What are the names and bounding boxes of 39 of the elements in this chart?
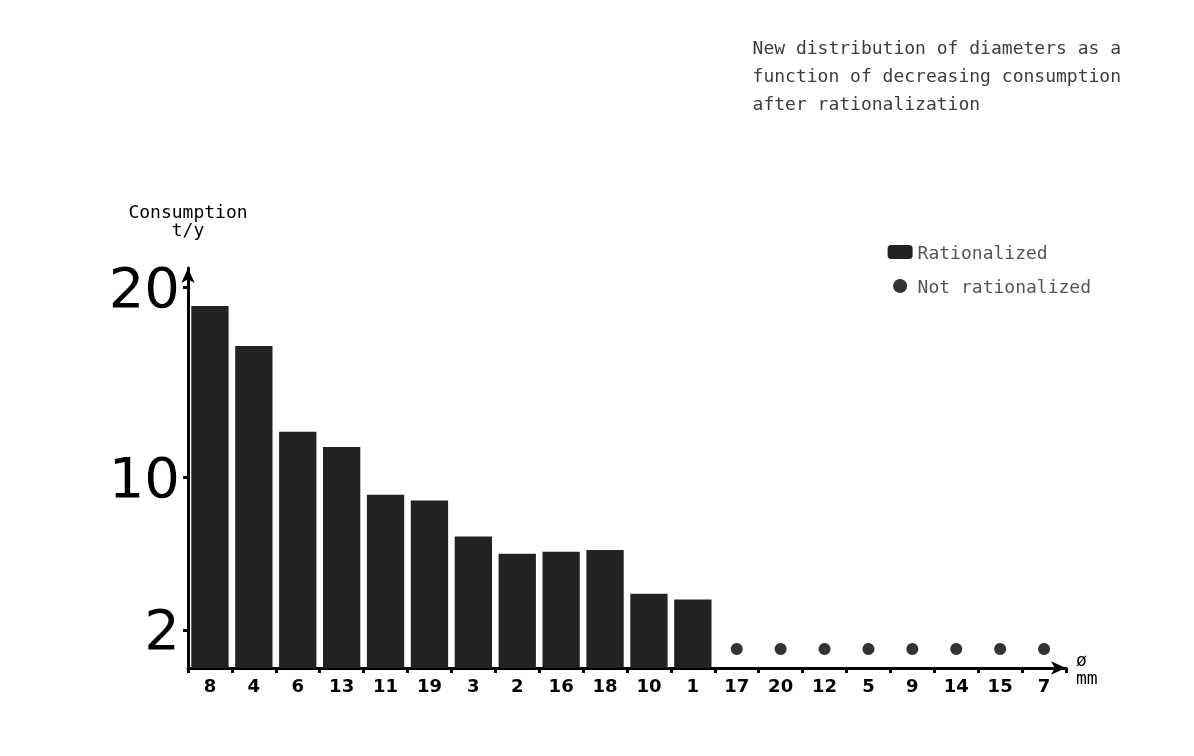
bar (454, 536, 493, 668)
bar (322, 447, 361, 668)
x-tick-label: 10 (636, 674, 662, 696)
x-tick-label: 17 (724, 674, 750, 696)
x-tick-label: 18 (592, 674, 618, 696)
bar (279, 431, 317, 668)
y-tick-label: 20 (108, 254, 180, 320)
x-tick-label: 20 (768, 674, 794, 696)
y-axis-title: Consumption t/y (128, 200, 248, 240)
x-tick-label: 9 (906, 674, 919, 696)
bar (498, 553, 536, 668)
x-tick-label: 11 (373, 674, 399, 696)
bar (366, 494, 405, 668)
legend-label: Rationalized (917, 241, 1048, 263)
bar (410, 500, 449, 668)
x-tick-label: 16 (548, 674, 574, 696)
bar (191, 306, 229, 668)
x-tick-label: 13 (329, 674, 355, 696)
legend-label: Not rationalized (917, 275, 1091, 297)
bar (235, 346, 273, 668)
x-tick-label: 15 (987, 674, 1013, 696)
x-tick-label: 6 (291, 674, 305, 696)
x-tick-label: 8 (203, 674, 217, 696)
bar (630, 593, 668, 668)
bar (586, 549, 624, 668)
x-tick-label: 7 (1037, 674, 1051, 696)
x-axis-title: ø mm (1076, 648, 1098, 688)
x-tick-label: 3 (467, 674, 480, 696)
bar (542, 551, 580, 668)
y-tick-label: 10 (108, 445, 180, 511)
x-tick-label: 2 (510, 674, 524, 696)
x-tick-label: 1 (686, 674, 700, 696)
x-tick-label: 19 (416, 674, 442, 696)
x-tick-label: 5 (862, 674, 875, 696)
chart-title: New distribution of diameters as a function of decreasing consumption after rationalization (752, 36, 1122, 114)
x-tick-label: 14 (943, 674, 969, 696)
bar (674, 599, 712, 668)
x-tick-label: 12 (812, 674, 838, 696)
x-tick-label: 4 (247, 674, 261, 696)
